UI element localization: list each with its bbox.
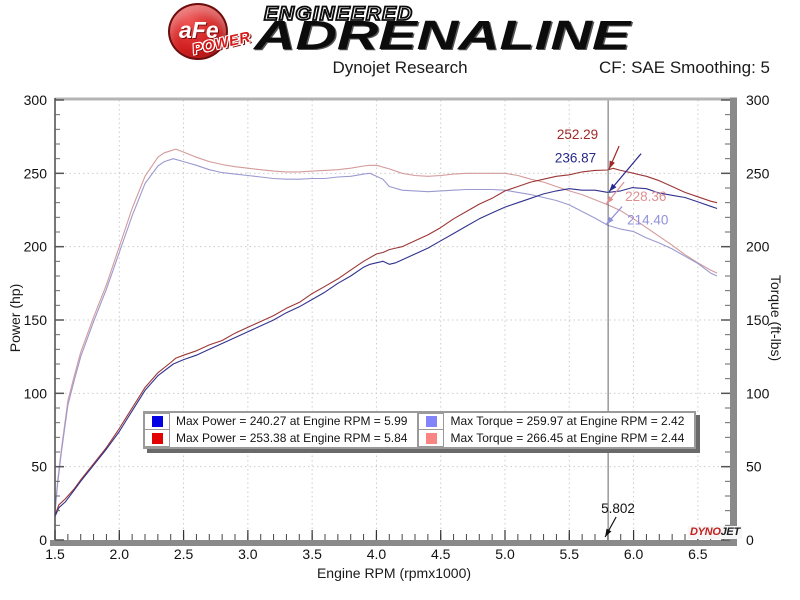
dynojet-watermark-dyno: DYNO xyxy=(690,526,721,538)
legend-row-power-stock: Max Power = 240.27 at Engine RPM = 5.99 xyxy=(144,413,417,430)
dynojet-watermark: DYNOJET xyxy=(688,526,742,539)
torque-stock-swatch-icon xyxy=(425,416,437,427)
legend-row-torque-stock: Max Torque = 259.97 at Engine RPM = 2.42 xyxy=(418,413,694,430)
rpm-axis-title: Engine RPM (rpmx1000) xyxy=(316,565,472,581)
legend-row-torque-afe: Max Torque = 266.45 at Engine RPM = 2.44 xyxy=(418,429,694,447)
engineered-logo-text: ENGINEERED xyxy=(263,4,414,26)
svg-text:3.5: 3.5 xyxy=(302,546,322,562)
dynojet-watermark-jet: JET xyxy=(720,526,741,538)
svg-text:150: 150 xyxy=(24,312,48,328)
svg-text:4.5: 4.5 xyxy=(431,546,451,562)
svg-text:50: 50 xyxy=(31,459,47,475)
legend-label: Max Torque = 259.97 at Engine RPM = 2.42 xyxy=(450,414,685,428)
legend-label: Max Torque = 266.45 at Engine RPM = 2.44 xyxy=(450,431,685,445)
svg-text:0: 0 xyxy=(39,532,47,548)
legend-label: Max Power = 253.38 at Engine RPM = 5.84 xyxy=(176,431,408,445)
afe-logo-text: aFe xyxy=(179,17,219,43)
svg-text:100: 100 xyxy=(24,385,48,401)
svg-text:300: 300 xyxy=(746,92,770,108)
svg-text:5.802: 5.802 xyxy=(601,501,635,516)
legend-label: Max Power = 240.27 at Engine RPM = 5.99 xyxy=(176,414,408,428)
svg-text:50: 50 xyxy=(746,459,762,475)
svg-text:252.29: 252.29 xyxy=(557,127,598,142)
power-afe-swatch-icon xyxy=(151,432,163,444)
correction-factor-label: CF: SAE Smoothing: 5 xyxy=(598,58,770,77)
adrenaline-logo-text: ADRENALINE xyxy=(254,12,631,58)
svg-text:200: 200 xyxy=(24,239,48,255)
afe-power-badge: aFe ® xyxy=(168,3,228,60)
svg-text:1.5: 1.5 xyxy=(45,546,65,562)
svg-text:200: 200 xyxy=(746,239,770,255)
torque-afe-swatch-icon xyxy=(425,432,437,444)
svg-text:250: 250 xyxy=(746,165,770,181)
max-values-legend: Max Power = 240.27 at Engine RPM = 5.99 … xyxy=(143,411,697,449)
legend-torque-column: Max Torque = 259.97 at Engine RPM = 2.42… xyxy=(417,413,694,447)
power-stock-swatch-icon xyxy=(151,416,163,427)
svg-text:5.5: 5.5 xyxy=(560,546,580,562)
svg-text:214.40: 214.40 xyxy=(627,213,668,228)
svg-text:300: 300 xyxy=(24,92,48,108)
svg-text:250: 250 xyxy=(24,165,48,181)
legend-power-column: Max Power = 240.27 at Engine RPM = 5.99 … xyxy=(144,413,417,447)
svg-text:6.0: 6.0 xyxy=(624,546,644,562)
svg-text:6.5: 6.5 xyxy=(688,546,708,562)
svg-text:100: 100 xyxy=(746,385,770,401)
svg-text:5.0: 5.0 xyxy=(495,546,515,562)
legend-row-power-afe: Max Power = 253.38 at Engine RPM = 5.84 xyxy=(144,429,417,447)
svg-text:3.0: 3.0 xyxy=(238,546,258,562)
svg-text:4.0: 4.0 xyxy=(367,546,387,562)
svg-text:228.36: 228.36 xyxy=(625,189,666,204)
registered-mark: ® xyxy=(218,6,224,13)
svg-text:236.87: 236.87 xyxy=(555,151,596,166)
dyno-title: Dynojet Research xyxy=(332,58,468,77)
svg-text:2.0: 2.0 xyxy=(110,546,130,562)
svg-text:0: 0 xyxy=(746,532,754,548)
svg-text:150: 150 xyxy=(746,312,770,328)
svg-text:2.5: 2.5 xyxy=(174,546,194,562)
